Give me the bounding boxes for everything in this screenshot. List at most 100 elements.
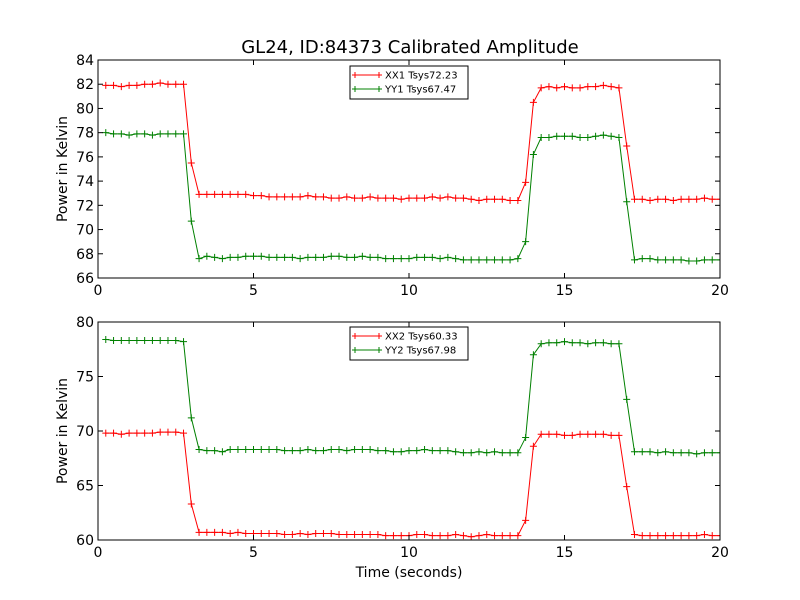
top-series-2-point [506, 256, 514, 264]
top-series-2-point [685, 257, 693, 265]
bottom-series-1-point [693, 532, 701, 540]
bottom-series-1-point [102, 429, 110, 437]
top-series-1-point [234, 190, 242, 198]
bottom-series-2-point [250, 446, 257, 454]
top-series-2-point [397, 255, 405, 263]
bottom-series-1-point [226, 529, 234, 537]
bottom-series-1-point [265, 529, 273, 537]
top-series-1-point [700, 194, 708, 202]
bottom-series-2-point [514, 449, 522, 457]
top-series-2-point [242, 252, 250, 260]
bottom-y-axis-label: Power in Kelvin [55, 378, 71, 484]
top-y-tick-label: 82 [76, 77, 94, 93]
top-series-1-point [553, 84, 561, 92]
bottom-series-2-point [537, 340, 545, 348]
bottom-series-1-point [498, 532, 506, 540]
top-y-tick-label: 68 [76, 247, 94, 263]
bottom-series-1-point [506, 532, 514, 540]
bottom-series-1-point [630, 531, 638, 539]
top-series-2-point [117, 130, 125, 138]
bottom-series-2-point [716, 449, 720, 457]
bottom-series-1-point [537, 430, 545, 438]
top-series-1-point [265, 193, 273, 201]
top-x-tick-label: 0 [94, 283, 103, 299]
top-series-2-point [529, 150, 537, 158]
top-series-2-point [568, 132, 576, 140]
top-series-1-point [288, 193, 296, 201]
bottom-series-2-point [156, 337, 164, 345]
bottom-series-2-point [102, 335, 110, 343]
top-series-2-point [343, 253, 351, 261]
top-series-1-point [545, 83, 553, 91]
bottom-series-2-point [358, 446, 366, 454]
top-series-2-point [514, 255, 522, 263]
top-legend: XX1 Tsys72.23 YY1 Tsys67.47 [349, 65, 469, 100]
bottom-series-2-point [568, 339, 576, 347]
bottom-series-1-point [459, 532, 467, 540]
top-series-1-point [148, 80, 156, 88]
top-series-1-point [226, 190, 234, 198]
bottom-series-2-point [685, 449, 693, 457]
top-series-2-point [669, 256, 677, 264]
top-series-2-point [250, 252, 257, 260]
bottom-series-2-point [708, 449, 716, 457]
bottom-series-2-point [133, 337, 141, 345]
bottom-series-1-point [211, 528, 219, 536]
bottom-series-1-point [615, 431, 623, 439]
bottom-series-1-point [452, 531, 460, 539]
top-series-1-point [685, 195, 693, 203]
top-series-2-point [172, 130, 180, 138]
bottom-legend-marker [352, 347, 382, 353]
top-series-2-point [630, 256, 638, 264]
bottom-series-1-point [257, 529, 265, 537]
top-series-2-point [638, 255, 646, 263]
bottom-series-1-point [335, 531, 343, 539]
top-y-axis-label: Power in Kelvin [55, 116, 71, 222]
top-series-2-point [607, 132, 615, 140]
bottom-series-2-point [498, 449, 506, 457]
bottom-series-1-point [234, 528, 242, 536]
top-series-1-point [568, 84, 576, 92]
bottom-series-1-line [105, 431, 720, 538]
top-legend-marker [352, 86, 382, 92]
bottom-series-2-point [281, 447, 289, 455]
bottom-series-2-point [693, 450, 701, 458]
top-series-1-line [105, 82, 720, 201]
top-series-1-point [117, 83, 125, 91]
top-series-1-point [319, 193, 327, 201]
top-series-2-point [304, 253, 312, 261]
top-series-2-point [273, 253, 281, 261]
top-series-1-point [576, 84, 584, 92]
bottom-series-1-point [708, 532, 716, 540]
bottom-series-2-point [288, 447, 296, 455]
top-series-1-point [654, 195, 662, 203]
top-series-1-point [203, 190, 211, 198]
bottom-series-2-point [117, 337, 125, 345]
bottom-series-2-point [662, 448, 670, 456]
top-series-2-point [561, 132, 568, 140]
top-series-1-point [296, 193, 304, 201]
top-series-2-point [164, 130, 172, 138]
top-series-2-point [436, 255, 444, 263]
bottom-series-2-point [545, 339, 553, 347]
bottom-series-2-point [436, 447, 444, 455]
top-y-tick-label: 72 [76, 198, 94, 214]
bottom-series-2-point [296, 447, 304, 455]
bottom-series-1-point [203, 528, 211, 536]
bottom-series-2-point [187, 414, 195, 422]
top-series-2-point [187, 217, 195, 225]
bottom-series-1-point [654, 532, 662, 540]
top-series-2-point [452, 255, 460, 263]
bottom-series-1-point [669, 532, 677, 540]
top-series-1-point [498, 195, 506, 203]
bottom-series-2-point [327, 446, 335, 454]
bottom-series-2-point [584, 340, 592, 348]
top-series-1-point [397, 195, 405, 203]
bottom-series-1-point [568, 431, 576, 439]
top-series-2-point [498, 256, 506, 264]
bottom-legend-marker [352, 333, 382, 339]
bottom-series-1-point [110, 429, 118, 437]
bottom-series-2-point [428, 447, 436, 455]
bottom-series-1-point [561, 431, 568, 439]
bottom-series-1 [102, 428, 720, 540]
